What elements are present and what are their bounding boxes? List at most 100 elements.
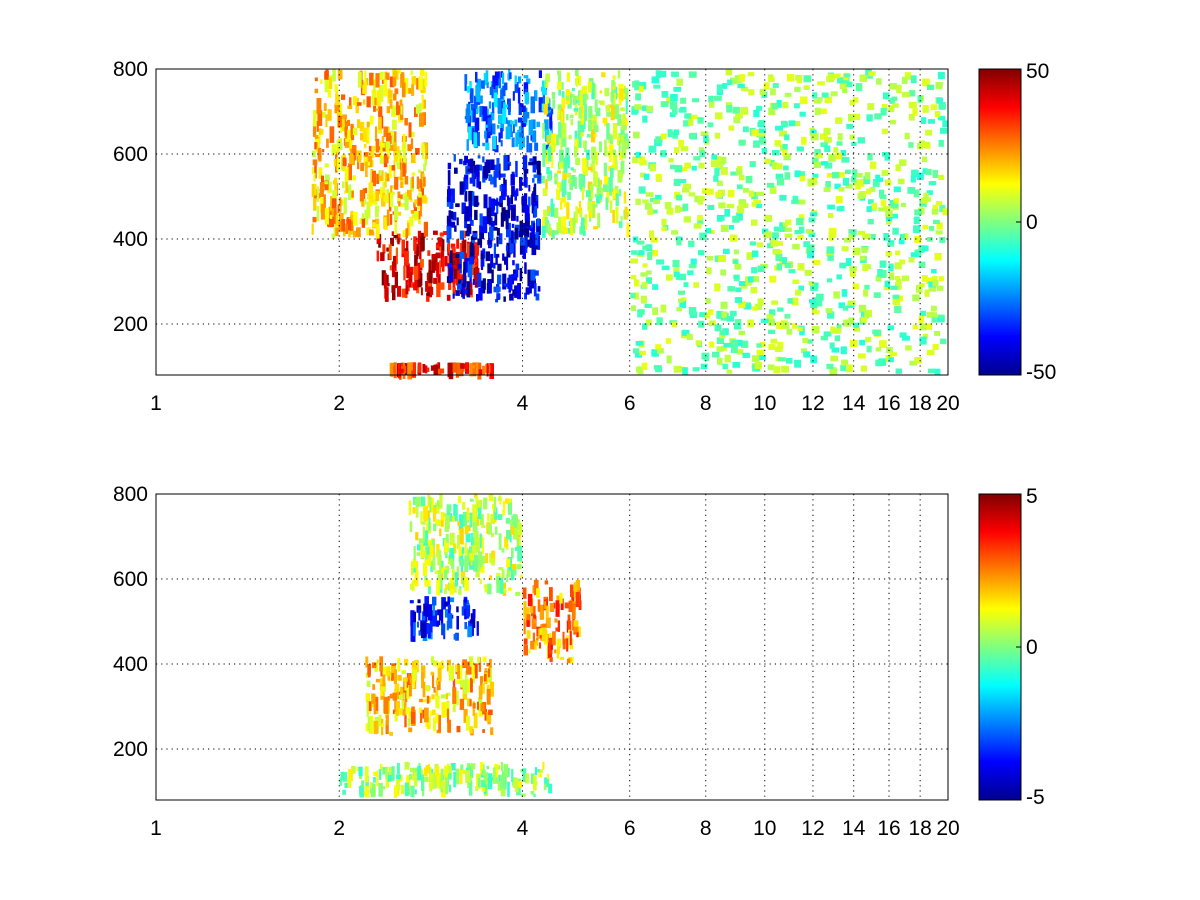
heatmap-cell [777, 357, 786, 362]
heatmap-cell [666, 274, 673, 281]
heatmap-cell [849, 340, 858, 347]
heatmap-cell [827, 204, 835, 210]
heatmap-cell [549, 130, 552, 142]
heatmap-cell [391, 766, 395, 781]
heatmap-cell [448, 240, 451, 253]
heatmap-cell [728, 225, 734, 230]
heatmap-cell [543, 783, 547, 790]
heatmap-cell [942, 208, 948, 216]
heatmap-cell [324, 80, 329, 93]
heatmap-cell [894, 276, 901, 281]
heatmap-cell [330, 196, 333, 211]
heatmap-cell [467, 626, 472, 638]
heatmap-cell [574, 130, 578, 144]
heatmap-cell [464, 206, 470, 222]
heatmap-cell [910, 75, 917, 84]
heatmap-cell [739, 199, 747, 205]
heatmap-cell [477, 775, 480, 788]
heatmap-cell [681, 329, 690, 336]
heatmap-cell [881, 128, 888, 135]
heatmap-cell [446, 507, 451, 517]
heatmap-cell [424, 707, 429, 723]
heatmap-cell [464, 289, 468, 294]
heatmap-cell [908, 257, 915, 263]
heatmap-cell [867, 103, 875, 111]
heatmap-cell [753, 109, 760, 117]
heatmap-cell [824, 96, 832, 104]
heatmap-cell [434, 502, 440, 514]
heatmap-cell [334, 211, 339, 227]
heatmap-cell [489, 226, 494, 241]
heatmap-cell [692, 367, 700, 372]
heatmap-cell [841, 246, 849, 252]
heatmap-cell [534, 767, 537, 776]
heatmap-cell [786, 74, 795, 82]
heatmap-cell [887, 242, 894, 247]
heatmap-cell [394, 683, 400, 692]
heatmap-cell [510, 526, 515, 535]
heatmap-cell [479, 225, 483, 239]
heatmap-cell [828, 154, 836, 162]
heatmap-cell [511, 768, 514, 782]
heatmap-cell [447, 170, 451, 186]
heatmap-cell [311, 223, 314, 235]
heatmap-cell [598, 100, 603, 104]
heatmap-cell [523, 618, 526, 635]
heatmap-cell [456, 217, 459, 226]
heatmap-cell [898, 239, 905, 245]
heatmap-cell [480, 779, 486, 788]
heatmap-cell [716, 84, 723, 93]
y-tick-label: 200 [113, 313, 148, 336]
heatmap-cell [465, 605, 471, 617]
heatmap-cell [841, 157, 850, 163]
heatmap-cell [914, 249, 922, 258]
heatmap-cell [546, 605, 549, 619]
heatmap-cell [612, 149, 617, 157]
heatmap-cell [529, 158, 534, 162]
heatmap-cell [545, 179, 548, 189]
heatmap-cell [620, 216, 623, 221]
heatmap-cell [875, 275, 882, 282]
heatmap-cell [862, 264, 869, 271]
heatmap-cell [433, 277, 438, 284]
heatmap-cell [896, 85, 902, 94]
heatmap-cell [430, 365, 434, 371]
heatmap-cell [626, 222, 630, 238]
heatmap-cell [427, 494, 430, 508]
heatmap-cell [368, 145, 372, 152]
heatmap-cell [578, 201, 582, 208]
heatmap-cell [401, 700, 405, 710]
heatmap-cell [421, 622, 426, 639]
heatmap-cell [400, 98, 403, 115]
heatmap-cell [769, 275, 777, 283]
heatmap-cell [459, 158, 463, 165]
heatmap-cell [646, 105, 654, 113]
heatmap-cell [506, 558, 511, 568]
heatmap-cell [936, 317, 945, 323]
heatmap-cell [577, 120, 581, 136]
heatmap-cell [666, 207, 674, 215]
heatmap-cell [687, 270, 694, 275]
heatmap-cell [563, 227, 568, 234]
heatmap-cell [439, 557, 442, 575]
heatmap-cell [376, 90, 381, 107]
heatmap-cell [901, 202, 907, 207]
heatmap-cell [331, 233, 336, 239]
heatmap-cell [365, 78, 369, 86]
heatmap-cell [433, 687, 436, 693]
heatmap-cell [875, 359, 883, 367]
heatmap-cell [476, 362, 479, 375]
heatmap-cell [437, 273, 441, 290]
heatmap-cell [351, 190, 354, 198]
heatmap-cell [361, 780, 365, 792]
top-x-tick-labels: 1 2 4 6 8 10 12 14 16 18 20 [150, 392, 960, 415]
heatmap-cell [447, 596, 450, 606]
heatmap-cell [528, 184, 531, 192]
heatmap-cell [797, 199, 806, 205]
heatmap-cell [890, 203, 899, 209]
heatmap-cell [812, 173, 819, 179]
heatmap-cell [438, 667, 442, 682]
heatmap-cell [457, 496, 462, 503]
heatmap-cell [608, 177, 613, 192]
heatmap-cell [852, 247, 861, 255]
